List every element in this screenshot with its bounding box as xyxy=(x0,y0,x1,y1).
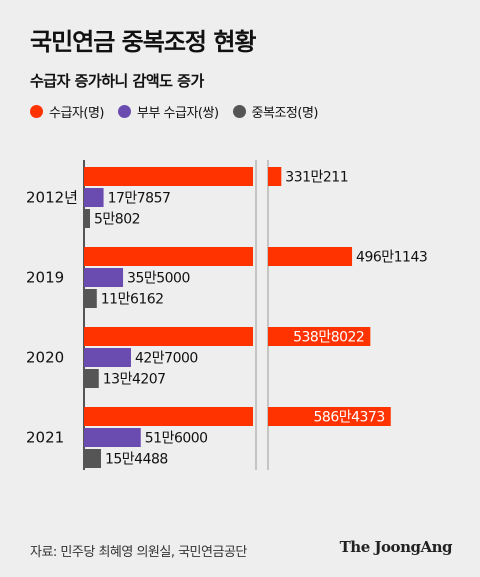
bar-0-2-part1 xyxy=(268,327,371,346)
bar-0-1-part1 xyxy=(268,247,353,266)
category-label-0: 2012년 xyxy=(26,189,78,207)
bar-2-3 xyxy=(84,449,101,468)
legend-item-couples: 부부 수급자(쌍) xyxy=(117,102,219,121)
brand-logo: The JoongAng xyxy=(339,538,453,556)
legend: 수급자(명) 부부 수급자(쌍) 중복조정(명) xyxy=(30,102,332,121)
bar-0-0-part1 xyxy=(268,167,282,186)
legend-label-recipients: 수급자(명) xyxy=(49,106,104,121)
legend-swatch-adjustment xyxy=(232,105,246,118)
legend-swatch-recipients xyxy=(30,105,43,118)
data-label-1-0: 17만7857 xyxy=(108,191,171,207)
bar-2-2 xyxy=(84,369,99,388)
legend-item-recipients: 수급자(명) xyxy=(30,102,104,121)
bar-0-0-part0 xyxy=(84,167,253,186)
data-label-0-2: 538만8022 xyxy=(293,330,364,346)
bar-0-2-part0 xyxy=(84,327,253,346)
data-label-0-1: 496만1143 xyxy=(356,250,427,266)
data-label-2-1: 11만6162 xyxy=(101,292,164,308)
chart-subtitle: 수급자 증가하니 감액도 증가 xyxy=(30,72,204,90)
legend-item-adjustment: 중복조정(명) xyxy=(232,102,319,121)
data-label-0-0: 331만211 xyxy=(285,170,348,186)
bar-1-1 xyxy=(84,268,124,287)
bar-1-3 xyxy=(84,428,141,447)
bar-2-1 xyxy=(84,289,97,308)
bar-0-1-part0 xyxy=(84,247,253,266)
legend-label-adjustment: 중복조정(명) xyxy=(251,106,319,121)
bar-2-0 xyxy=(84,209,90,228)
data-label-1-2: 42만7000 xyxy=(135,351,198,367)
bar-1-0 xyxy=(84,188,104,207)
data-label-0-3: 586만4373 xyxy=(314,410,385,426)
bar-0-3-part0 xyxy=(84,407,253,426)
source-note: 자료: 민주당 최혜영 의원실, 국민연금공단 xyxy=(30,545,247,560)
bar-chart: 2012년 331만211 17만7857 5만802 2019 496만1143 35만5… xyxy=(26,160,428,470)
data-label-2-3: 15만4488 xyxy=(105,452,168,468)
bar-1-2 xyxy=(84,348,131,367)
category-label-3: 2021 xyxy=(26,429,64,447)
legend-label-couples: 부부 수급자(쌍) xyxy=(136,106,219,121)
chart-title: 국민연금 중복조정 현황 xyxy=(30,28,257,56)
category-label-2: 2020 xyxy=(26,349,64,367)
category-label-1: 2019 xyxy=(26,269,64,287)
data-label-1-3: 51만6000 xyxy=(145,431,208,447)
data-label-1-1: 35만5000 xyxy=(127,271,190,287)
data-label-2-2: 13만4207 xyxy=(103,372,166,388)
legend-swatch-couples xyxy=(117,105,131,118)
data-label-2-0: 5만802 xyxy=(94,212,140,228)
bar-0-3-part1 xyxy=(268,407,391,426)
